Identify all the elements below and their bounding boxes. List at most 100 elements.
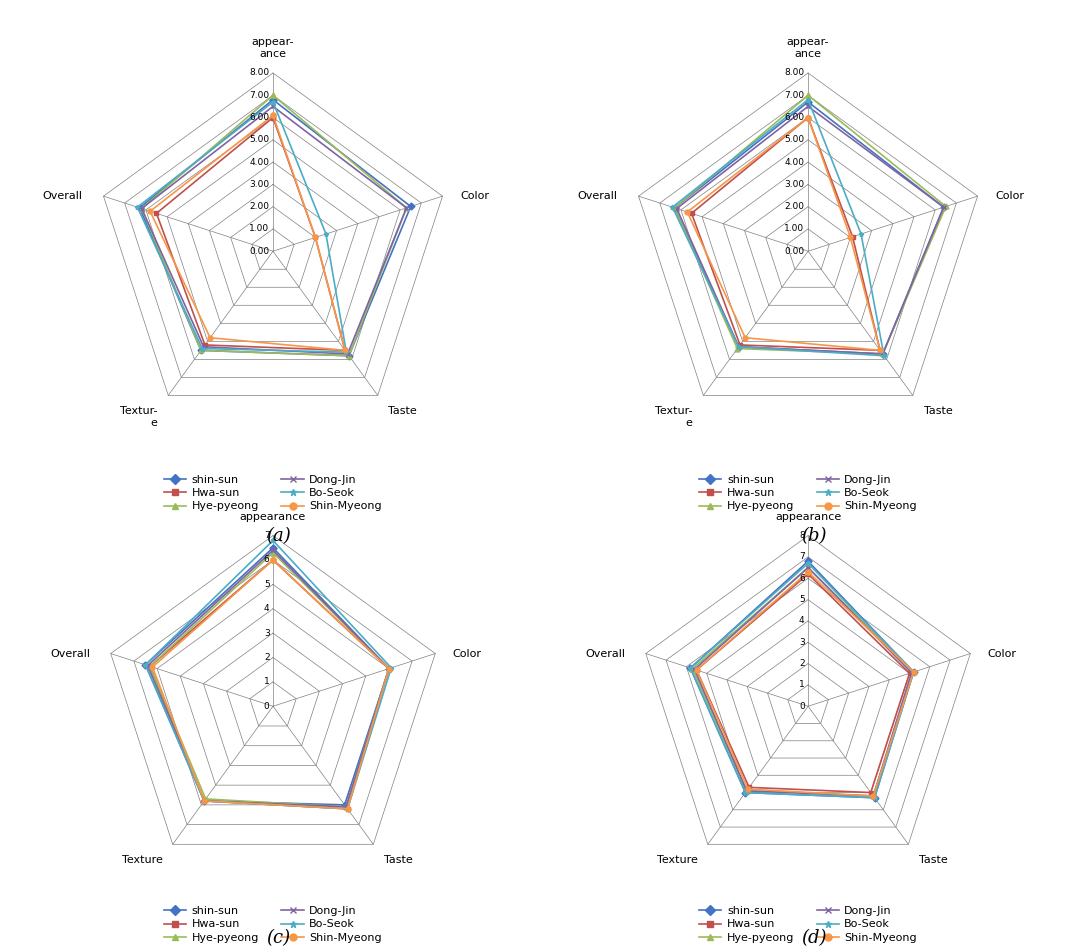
Shin-Myeong bbox=[341, 803, 354, 814]
Shin-Myeong bbox=[143, 206, 156, 217]
Bo-Seok bbox=[666, 202, 679, 213]
Hye-pyeong bbox=[668, 202, 681, 213]
Hwa-sun bbox=[266, 112, 280, 123]
Line: Hye-pyeong: Hye-pyeong bbox=[690, 565, 916, 798]
Text: Overall: Overall bbox=[43, 191, 82, 201]
Text: 6.00: 6.00 bbox=[249, 113, 270, 122]
Bo-Seok bbox=[907, 666, 921, 678]
Dong-Jin bbox=[688, 664, 701, 675]
Dong-Jin bbox=[141, 660, 154, 671]
Text: Overall: Overall bbox=[50, 648, 91, 659]
Bo-Seok bbox=[266, 535, 280, 546]
Text: 4: 4 bbox=[264, 604, 270, 613]
Dong-Jin bbox=[266, 544, 280, 556]
Bo-Seok bbox=[802, 94, 815, 105]
Bo-Seok bbox=[131, 202, 144, 213]
Text: 8: 8 bbox=[799, 531, 805, 540]
shin-sun bbox=[802, 97, 815, 108]
shin-sun bbox=[802, 556, 815, 567]
Shin-Myeong bbox=[738, 332, 751, 343]
shin-sun bbox=[404, 201, 417, 212]
Shin-Myeong bbox=[690, 665, 703, 676]
Bo-Seok bbox=[266, 97, 280, 108]
shin-sun bbox=[684, 663, 697, 674]
Line: Hye-pyeong: Hye-pyeong bbox=[139, 93, 408, 358]
Dong-Jin bbox=[266, 100, 280, 112]
Hwa-sun bbox=[734, 339, 747, 351]
Bo-Seok bbox=[802, 557, 815, 569]
Line: Dong-Jin: Dong-Jin bbox=[145, 548, 391, 810]
Shin-Myeong bbox=[382, 663, 395, 674]
shin-sun bbox=[266, 542, 280, 554]
Dong-Jin bbox=[937, 202, 950, 213]
Text: Taste: Taste bbox=[389, 406, 417, 416]
Legend: shin-sun, Hwa-sun, Hye-pyeong, Dong-Jin, Bo-Seok, Shin-Myeong: shin-sun, Hwa-sun, Hye-pyeong, Dong-Jin,… bbox=[164, 906, 382, 943]
Text: 2: 2 bbox=[264, 653, 270, 662]
Bo-Seok bbox=[340, 346, 353, 357]
Line: Dong-Jin: Dong-Jin bbox=[692, 565, 914, 798]
Text: 0: 0 bbox=[799, 702, 805, 711]
Dong-Jin bbox=[341, 348, 354, 359]
Text: 3.00: 3.00 bbox=[249, 180, 270, 189]
Hye-pyeong bbox=[802, 90, 815, 101]
Hwa-sun bbox=[150, 208, 163, 219]
Text: appearance: appearance bbox=[775, 512, 841, 522]
shin-sun bbox=[133, 202, 146, 213]
Shin-Myeong bbox=[146, 662, 159, 673]
shin-sun bbox=[266, 94, 280, 105]
Hwa-sun bbox=[802, 112, 815, 123]
Line: shin-sun: shin-sun bbox=[138, 98, 413, 358]
Bo-Seok bbox=[855, 228, 868, 240]
Text: Taste: Taste bbox=[918, 854, 948, 865]
shin-sun bbox=[802, 556, 815, 567]
Line: Hwa-sun: Hwa-sun bbox=[695, 572, 912, 795]
Text: appear-
ance: appear- ance bbox=[252, 37, 294, 59]
shin-sun bbox=[876, 348, 889, 359]
Dong-Jin bbox=[802, 562, 815, 574]
Line: shin-sun: shin-sun bbox=[688, 558, 916, 800]
shin-sun bbox=[266, 542, 280, 554]
Dong-Jin bbox=[340, 801, 353, 812]
Hye-pyeong bbox=[867, 791, 880, 802]
Dong-Jin bbox=[135, 203, 149, 214]
Dong-Jin bbox=[867, 791, 880, 802]
Hwa-sun bbox=[199, 339, 212, 351]
Shin-Myeong bbox=[309, 231, 322, 243]
Bo-Seok bbox=[878, 350, 891, 361]
Dong-Jin bbox=[802, 562, 815, 574]
Text: 4.00: 4.00 bbox=[249, 157, 270, 167]
Bo-Seok bbox=[195, 343, 209, 355]
Text: 8.00: 8.00 bbox=[249, 68, 270, 78]
Hwa-sun bbox=[341, 803, 354, 814]
Hye-pyeong bbox=[194, 345, 207, 356]
shin-sun bbox=[339, 799, 352, 811]
shin-sun bbox=[194, 345, 207, 356]
Line: Hye-pyeong: Hye-pyeong bbox=[147, 550, 391, 810]
Hye-pyeong bbox=[382, 663, 395, 674]
Line: shin-sun: shin-sun bbox=[143, 545, 391, 808]
Line: Hye-pyeong: Hye-pyeong bbox=[673, 93, 948, 356]
Text: Textur-
e: Textur- e bbox=[655, 406, 692, 428]
Text: appearance: appearance bbox=[240, 512, 306, 522]
Hye-pyeong bbox=[343, 350, 356, 361]
Bo-Seok bbox=[384, 662, 397, 673]
Dong-Jin bbox=[266, 544, 280, 556]
Shin-Myeong bbox=[266, 110, 280, 121]
Text: 5: 5 bbox=[264, 580, 270, 589]
shin-sun bbox=[139, 659, 152, 670]
Hye-pyeong bbox=[135, 203, 149, 214]
Hwa-sun bbox=[143, 661, 156, 672]
Shin-Myeong bbox=[874, 345, 887, 356]
Text: 1: 1 bbox=[799, 681, 805, 689]
Text: 5.00: 5.00 bbox=[249, 136, 270, 144]
Bo-Seok bbox=[802, 557, 815, 569]
Legend: shin-sun, Hwa-sun, Hye-pyeong, Dong-Jin, Bo-Seok, Shin-Myeong: shin-sun, Hwa-sun, Hye-pyeong, Dong-Jin,… bbox=[164, 475, 382, 512]
Bo-Seok bbox=[198, 795, 211, 807]
Hye-pyeong bbox=[266, 547, 280, 558]
Hye-pyeong bbox=[740, 785, 753, 796]
Text: 7: 7 bbox=[799, 553, 805, 561]
Line: Bo-Seok: Bo-Seok bbox=[135, 100, 348, 355]
Hwa-sun bbox=[266, 112, 280, 123]
Bo-Seok bbox=[139, 659, 152, 670]
Dong-Jin bbox=[197, 341, 210, 353]
